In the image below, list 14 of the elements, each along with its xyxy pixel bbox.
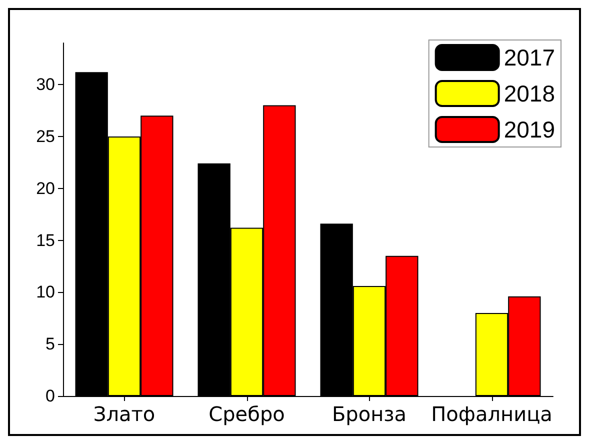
- y-tick-label: 5: [46, 334, 55, 354]
- legend-label: 2019: [504, 116, 556, 142]
- legend-label: 2017: [504, 44, 556, 70]
- y-tick-label: 0: [46, 386, 55, 406]
- y-tick-label: 15: [36, 230, 55, 250]
- y-tick-label: 10: [36, 282, 55, 302]
- y-tick-label: 30: [36, 75, 55, 94]
- legend-label: 2018: [504, 80, 556, 106]
- x-tick-label: Бронза: [332, 402, 407, 426]
- y-tick-label: 25: [36, 126, 55, 146]
- x-tick-label: Злато: [93, 402, 156, 426]
- y-tick-label: 20: [36, 178, 55, 198]
- x-tick-label: Сребро: [208, 402, 285, 426]
- x-tick-label: Пофалница: [431, 402, 552, 426]
